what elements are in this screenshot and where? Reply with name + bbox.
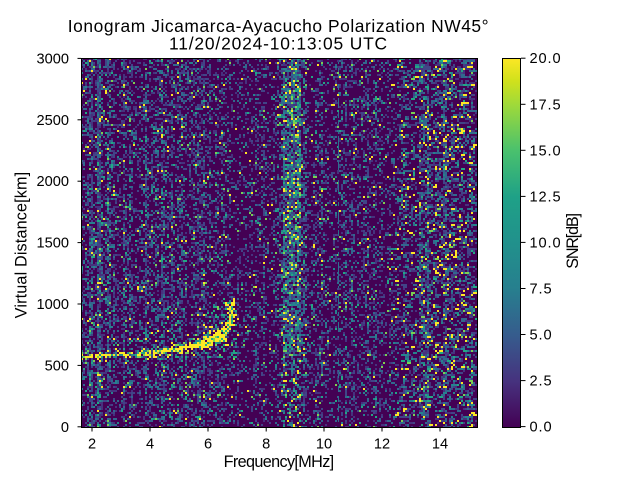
svg-text:7.5: 7.5	[530, 282, 553, 298]
svg-text:SNR[dB]: SNR[dB]	[564, 214, 582, 269]
svg-text:1000: 1000	[37, 297, 69, 313]
svg-text:Frequency[MHz]: Frequency[MHz]	[224, 453, 334, 471]
svg-text:8: 8	[262, 436, 270, 452]
svg-text:17.5: 17.5	[530, 97, 562, 113]
svg-text:500: 500	[45, 358, 69, 374]
svg-text:Ionogram Jicamarca-Ayacucho Po: Ionogram Jicamarca-Ayacucho Polarization…	[68, 16, 489, 36]
svg-text:2500: 2500	[37, 113, 69, 129]
svg-text:Virtual Distance[km]: Virtual Distance[km]	[13, 172, 31, 319]
svg-text:1500: 1500	[37, 236, 69, 252]
svg-text:12: 12	[374, 436, 390, 452]
svg-text:20.0: 20.0	[530, 51, 562, 67]
svg-text:2: 2	[88, 436, 96, 452]
svg-text:12.5: 12.5	[530, 189, 562, 205]
svg-text:10.0: 10.0	[530, 235, 562, 251]
svg-text:10: 10	[316, 436, 332, 452]
svg-text:15.0: 15.0	[530, 143, 562, 159]
svg-text:0.0: 0.0	[530, 420, 553, 436]
svg-text:3000: 3000	[37, 51, 69, 67]
svg-text:4: 4	[146, 436, 154, 452]
svg-text:0: 0	[61, 420, 69, 436]
svg-text:2.5: 2.5	[530, 374, 553, 390]
svg-text:2000: 2000	[37, 174, 69, 190]
svg-text:11/20/2024-10:13:05 UTC: 11/20/2024-10:13:05 UTC	[169, 34, 388, 54]
svg-text:5.0: 5.0	[530, 328, 553, 344]
svg-text:14: 14	[432, 436, 448, 452]
svg-text:6: 6	[204, 436, 212, 452]
